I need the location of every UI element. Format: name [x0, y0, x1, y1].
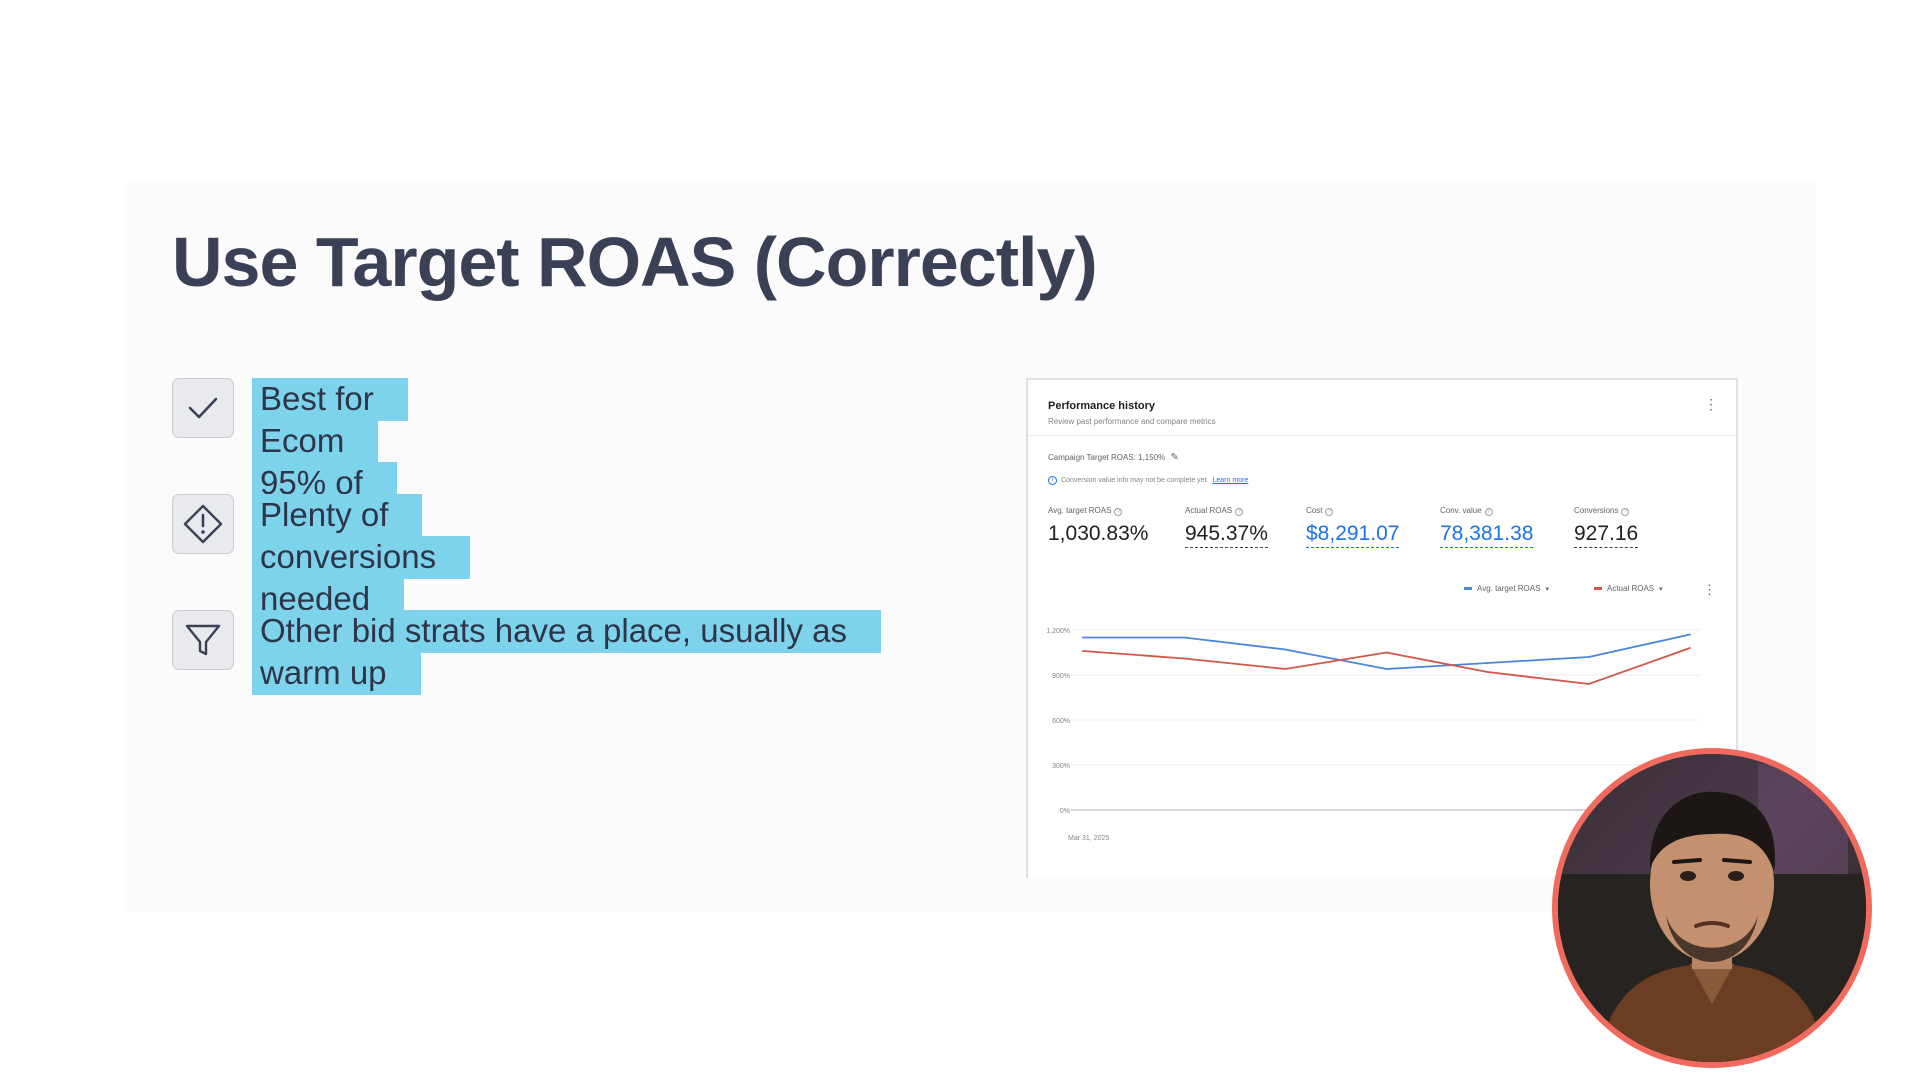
metric-conv-value[interactable]: Conv. value? 78,381.38	[1440, 506, 1534, 548]
metric-value: 1,030.83%	[1048, 522, 1149, 545]
series-line	[1082, 647, 1691, 685]
info-icon: i	[1048, 476, 1057, 485]
data-point	[1486, 671, 1489, 673]
more-vert-icon[interactable]: ⋮	[1704, 396, 1718, 412]
data-point	[1689, 647, 1691, 649]
y-tick-label: 900%	[1052, 673, 1070, 680]
metric-label: Actual ROAS?	[1185, 506, 1268, 516]
check-icon	[172, 378, 234, 438]
help-icon: ?	[1235, 508, 1244, 516]
metric-value: 945.37%	[1185, 522, 1268, 548]
warning-diamond-icon	[172, 494, 234, 554]
metric-label: Conv. value?	[1440, 506, 1533, 516]
metric-cost[interactable]: Cost? $8,291.07	[1306, 506, 1400, 548]
info-notice: i Conversion value info may not be compl…	[1048, 476, 1248, 485]
bullet-text: Other bid strats have a place, usually a…	[252, 610, 912, 695]
metric-conversions[interactable]: Conversions? 927.16	[1574, 506, 1639, 548]
slide-title: Use Target ROAS (Correctly)	[172, 223, 1098, 301]
metric-label: Avg. target ROAS?	[1048, 506, 1148, 516]
data-point	[1284, 648, 1287, 651]
y-tick-label: 600%	[1052, 718, 1070, 725]
legend-swatch	[1594, 587, 1602, 590]
bullet-highlight: Other bid strats have a place, usually a…	[252, 610, 881, 695]
metric-label: Conversions?	[1574, 506, 1638, 516]
data-point	[1689, 633, 1691, 636]
legend-label: Actual ROAS	[1607, 584, 1655, 593]
bullet-text: Plenty of conversions needed	[252, 494, 471, 621]
help-icon: ?	[1621, 508, 1630, 516]
panel-divider	[1028, 435, 1736, 436]
data-point	[1183, 636, 1186, 639]
data-point	[1082, 650, 1084, 652]
data-point	[1183, 657, 1186, 660]
y-tick-label: 1,200%	[1046, 628, 1070, 635]
metric-value: 78,381.38	[1440, 522, 1534, 548]
learn-more-link[interactable]: Learn more	[1212, 477, 1249, 484]
chevron-down-icon: ▾	[1659, 585, 1663, 593]
data-point	[1486, 662, 1489, 664]
info-text: Conversion value info may not be complet…	[1061, 477, 1209, 484]
legend-avg-target-roas[interactable]: Avg. target ROAS ▾	[1464, 584, 1549, 593]
campaign-target-roas: Campaign Target ROAS: 1,150% ✎	[1048, 452, 1179, 463]
campaign-target-text: Campaign Target ROAS: 1,150%	[1048, 453, 1166, 462]
help-icon: ?	[1114, 508, 1123, 516]
data-point	[1587, 683, 1590, 685]
y-tick-label: 0%	[1060, 808, 1070, 815]
metric-value: 927.16	[1574, 522, 1639, 548]
roas-line-chart: 1,200% 900% 600% 300% 0% Mar 31, 2025	[1046, 628, 1700, 842]
legend-swatch	[1464, 587, 1472, 590]
legend-actual-roas[interactable]: Actual ROAS ▾	[1594, 584, 1663, 593]
help-icon: ?	[1484, 508, 1493, 516]
help-icon: ?	[1325, 508, 1334, 516]
metric-actual-roas[interactable]: Actual ROAS? 945.37%	[1185, 506, 1268, 548]
bullet-highlight: Plenty of conversions needed	[252, 494, 471, 621]
metric-label: Cost?	[1306, 506, 1399, 516]
panel-subtitle: Review past performance and compare metr…	[1048, 417, 1216, 426]
presenter-webcam	[1552, 748, 1872, 1068]
metric-avg-target-roas[interactable]: Avg. target ROAS? 1,030.83%	[1048, 506, 1148, 546]
panel-title: Performance history	[1048, 400, 1155, 412]
x-tick-label: Mar 31, 2025	[1068, 835, 1109, 842]
data-point	[1385, 651, 1388, 654]
metric-value: $8,291.07	[1306, 522, 1400, 548]
y-tick-label: 300%	[1052, 763, 1070, 770]
data-point	[1587, 656, 1590, 658]
data-point	[1385, 668, 1388, 670]
edit-pencil-icon[interactable]: ✎	[1170, 452, 1179, 463]
funnel-filter-icon	[172, 610, 234, 670]
legend-label: Avg. target ROAS	[1477, 584, 1541, 593]
data-point	[1284, 668, 1287, 670]
data-point	[1082, 636, 1084, 639]
chevron-down-icon: ▾	[1545, 585, 1549, 593]
chart-more-vert-icon[interactable]: ⋮	[1703, 582, 1716, 597]
